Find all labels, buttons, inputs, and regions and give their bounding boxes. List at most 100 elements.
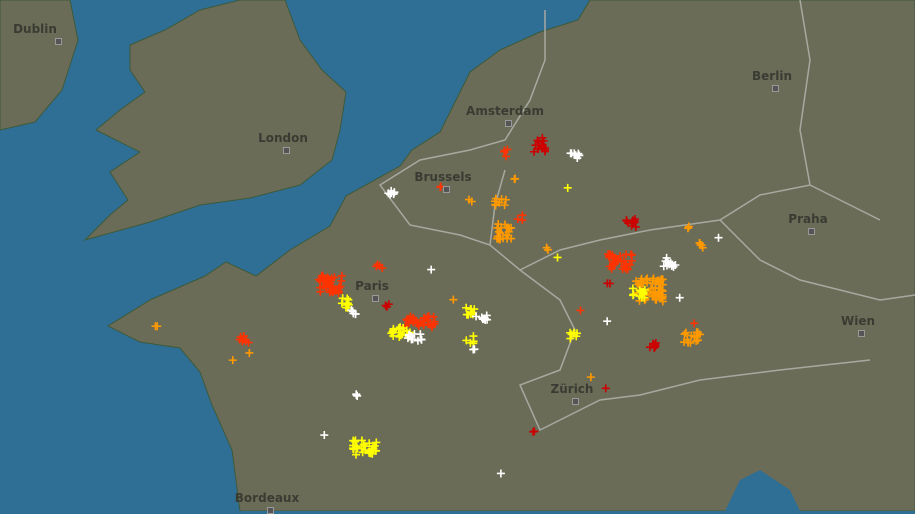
- lightning-strike-icon: [714, 233, 723, 242]
- lightning-strike-icon: [690, 319, 699, 328]
- lightning-strike-icon: [328, 285, 337, 294]
- lightning-strike-icon: [357, 436, 366, 445]
- lightning-strike-icon: [335, 282, 344, 291]
- lightning-strike-icon: [603, 317, 612, 326]
- lightning-strike-icon: [228, 356, 237, 365]
- lightning-strike-icon: [470, 305, 479, 314]
- lightning-strike-icon: [386, 190, 395, 199]
- lightning-strike-icon: [316, 287, 325, 296]
- lightning-strike-icon: [627, 221, 636, 230]
- lightning-strike-icon: [566, 149, 575, 158]
- lightning-strike-icon: [608, 251, 617, 260]
- lightning-strike-icon: [634, 280, 643, 289]
- city-label: Dublin: [13, 22, 57, 36]
- lightning-strike-icon: [472, 312, 481, 321]
- lightning-strike-icon: [481, 314, 490, 323]
- lightning-strike-icon: [576, 306, 585, 315]
- lightning-strike-icon: [316, 277, 325, 286]
- lightning-strike-icon: [652, 277, 661, 286]
- lightning-strike-icon: [504, 231, 513, 240]
- lightning-strike-icon: [622, 216, 631, 225]
- lightning-strike-icon: [382, 302, 391, 311]
- lightning-strike-icon: [404, 319, 413, 328]
- city-label: Wien: [840, 314, 876, 328]
- city-marker: [283, 147, 290, 154]
- adriatic-sea: [725, 470, 800, 511]
- lightning-strike-icon: [423, 313, 432, 322]
- city-marker: [772, 85, 779, 92]
- lightning-strike-icon: [687, 331, 696, 340]
- lightning-strike-icon: [390, 188, 399, 197]
- lightning-strike-icon: [683, 224, 692, 233]
- lightning-strike-icon: [343, 294, 352, 303]
- lightning-strike-icon: [610, 260, 619, 269]
- lightning-strike-icon: [496, 469, 505, 478]
- lightning-strike-icon: [652, 295, 661, 304]
- lightning-strike-icon: [387, 329, 396, 338]
- lightning-strike-icon: [245, 348, 254, 357]
- lightning-strike-icon: [636, 287, 645, 296]
- city-label: Amsterdam: [466, 104, 544, 118]
- lightning-strike-icon: [500, 220, 509, 229]
- lightning-strike-icon: [640, 293, 649, 302]
- lightning-strike-icon: [572, 332, 581, 341]
- lightning-strike-icon: [530, 427, 539, 436]
- lightning-strike-icon: [607, 264, 616, 273]
- lightning-strike-icon: [627, 251, 636, 260]
- lightning-strike-icon: [462, 303, 471, 312]
- lightning-strike-icon: [510, 175, 519, 184]
- lightning-strike-icon: [684, 222, 693, 231]
- city-marker: [443, 186, 450, 193]
- lightning-strike-icon: [692, 337, 701, 346]
- lightning-strike-icon: [467, 197, 476, 206]
- lightning-strike-icon: [324, 274, 333, 283]
- lightning-strike-icon: [563, 183, 572, 192]
- lightning-strike-icon: [518, 216, 527, 225]
- lightning-strike-icon: [351, 309, 360, 318]
- city-label: Paris: [355, 279, 389, 293]
- lightning-strike-icon: [381, 301, 390, 310]
- lightning-strike-icon: [571, 151, 580, 160]
- lightning-strike-icon: [424, 312, 433, 321]
- city-marker: [808, 228, 815, 235]
- lightning-strike-icon: [625, 260, 634, 269]
- lightning-strike-icon: [534, 138, 543, 147]
- lightning-strike-icon: [337, 271, 346, 280]
- lightning-strike-icon: [627, 250, 636, 259]
- lightning-strike-icon: [651, 340, 660, 349]
- lightning-strike-icon: [462, 310, 471, 319]
- lightning-strike-icon: [325, 278, 334, 287]
- lightning-strike-icon: [427, 265, 436, 274]
- lightning-strike-icon: [604, 250, 613, 259]
- lightning-strike-icon: [566, 334, 575, 343]
- lightning-strike-icon: [629, 291, 638, 300]
- lightning-strike-icon: [406, 312, 415, 321]
- lightning-strike-icon: [675, 293, 684, 302]
- lightning-strike-icon: [396, 331, 405, 340]
- lightning-strike-icon: [349, 436, 358, 445]
- lightning-strike-icon: [507, 223, 516, 232]
- lightning-strike-icon: [655, 284, 664, 293]
- lightning-strike-icon: [494, 227, 503, 236]
- lightning-strike-icon: [631, 222, 640, 231]
- city-label: Berlin: [752, 69, 792, 83]
- lightning-strike-icon: [449, 295, 458, 304]
- lightning-strike-icon: [501, 152, 510, 161]
- lightning-strike-icon: [682, 328, 691, 337]
- lightning-strike-icon: [696, 241, 705, 250]
- lightning-strike-icon: [542, 243, 551, 252]
- city-marker: [858, 330, 865, 337]
- lightning-strike-icon: [658, 294, 667, 303]
- ireland: [0, 0, 79, 131]
- city-marker: [372, 295, 379, 302]
- lightning-strike-icon: [365, 439, 374, 448]
- lightning-strike-icon: [684, 338, 693, 347]
- lightning-strike-icon: [669, 262, 678, 271]
- lightning-strike-icon: [623, 265, 632, 274]
- lightning-strike-icon: [350, 437, 359, 446]
- lightning-strike-icon: [320, 431, 329, 440]
- city-marker: [572, 398, 579, 405]
- lightning-strike-icon: [663, 257, 672, 266]
